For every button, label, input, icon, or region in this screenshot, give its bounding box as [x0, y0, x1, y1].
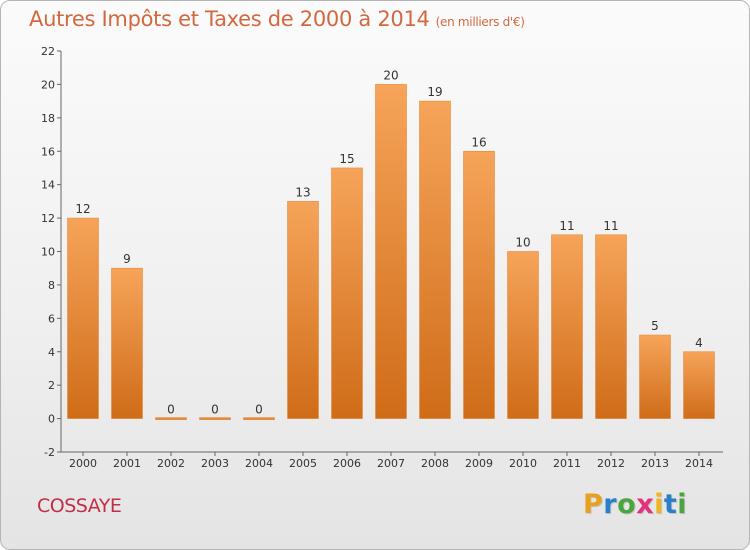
x-tick-label: 2014 — [685, 457, 713, 470]
x-tick-label: 2005 — [289, 457, 317, 470]
x-tick-label: 2011 — [553, 457, 581, 470]
bar-2012: 11 — [595, 219, 627, 419]
y-tick-label: 6 — [48, 312, 55, 325]
bar — [639, 334, 671, 419]
bar — [595, 234, 627, 419]
x-tick-label: 2009 — [465, 457, 493, 470]
bar-2013: 5 — [639, 319, 671, 419]
bar-2005: 13 — [287, 185, 319, 419]
y-tick-label: 18 — [41, 112, 55, 125]
bar-value-label: 12 — [75, 202, 90, 216]
y-tick-label: 22 — [41, 45, 55, 58]
title-text: Autres Impôts et Taxes de 2000 à 2014 — [29, 7, 430, 31]
bar-2008: 19 — [419, 85, 451, 419]
bar-2006: 15 — [331, 152, 363, 419]
bar-value-label: 11 — [603, 219, 618, 233]
bar-value-label: 0 — [167, 403, 175, 417]
bar — [375, 84, 407, 419]
x-tick-label: 2012 — [597, 457, 625, 470]
y-tick-label: 20 — [41, 78, 55, 91]
bar-value-label: 10 — [515, 236, 530, 250]
bar — [111, 267, 143, 419]
bar-value-label: 0 — [255, 403, 263, 417]
x-tick-label: 2007 — [377, 457, 405, 470]
logo-letter: t — [663, 489, 678, 520]
x-tick-label: 2000 — [69, 457, 97, 470]
bar-2007: 20 — [375, 68, 407, 419]
bar-value-label: 11 — [559, 219, 574, 233]
logo-letter: i — [654, 489, 664, 520]
y-tick-label: 12 — [41, 212, 55, 225]
logo-letter: x — [636, 489, 655, 520]
y-tick-label: -2 — [44, 446, 55, 459]
bar-2001: 9 — [111, 252, 143, 419]
x-tick-label: 2010 — [509, 457, 537, 470]
bar — [683, 351, 715, 419]
bar — [155, 417, 187, 420]
x-tick-label: 2003 — [201, 457, 229, 470]
bar-2010: 10 — [507, 236, 539, 419]
bar-value-label: 20 — [383, 68, 398, 82]
bar-2002: 0 — [155, 403, 187, 420]
title-unit: (en milliers d'€) — [435, 15, 525, 29]
bar — [287, 201, 319, 419]
proxiti-logo: Proxiti — [583, 489, 687, 520]
x-tick-label: 2006 — [333, 457, 361, 470]
x-tick-label: 2008 — [421, 457, 449, 470]
x-tick-label: 2013 — [641, 457, 669, 470]
y-tick-label: 14 — [41, 179, 55, 192]
commune-name: COSSAYE — [37, 495, 122, 517]
x-tick-label: 2001 — [113, 457, 141, 470]
bar-value-label: 5 — [651, 319, 659, 333]
bar-value-label: 13 — [295, 185, 310, 199]
bar-value-label: 0 — [211, 403, 219, 417]
bar-value-label: 19 — [427, 85, 442, 99]
bar-2009: 16 — [463, 135, 495, 419]
logo-letter: i — [677, 489, 688, 520]
x-tick-label: 2004 — [245, 457, 273, 470]
bar-2014: 4 — [683, 336, 715, 419]
chart-title: Autres Impôts et Taxes de 2000 à 2014 (en… — [29, 7, 525, 31]
bar-2000: 12 — [67, 202, 99, 419]
bar — [243, 417, 275, 420]
y-tick-label: 8 — [48, 279, 55, 292]
y-tick-label: 4 — [48, 346, 55, 359]
bar — [507, 251, 539, 419]
y-tick-label: 0 — [48, 413, 55, 426]
bar — [199, 417, 231, 420]
bar — [463, 150, 495, 419]
y-tick-label: 10 — [41, 246, 55, 259]
bar-value-label: 4 — [695, 336, 703, 350]
bar-value-label: 15 — [339, 152, 354, 166]
bars: 12 9 0 0 0 13 15 20 19 16 10 11 11 5 4 — [67, 68, 715, 420]
logo-letter: o — [617, 489, 637, 520]
y-tick-label: 16 — [41, 145, 55, 158]
bar-value-label: 16 — [471, 135, 486, 149]
bar-2011: 11 — [551, 219, 583, 419]
bar-2004: 0 — [243, 403, 275, 420]
bar — [67, 217, 99, 419]
logo-letter: P — [583, 489, 604, 520]
y-tick-label: 2 — [48, 379, 55, 392]
bar-value-label: 9 — [123, 252, 131, 266]
bar-2003: 0 — [199, 403, 231, 420]
bar — [419, 100, 451, 419]
bar — [551, 234, 583, 419]
x-tick-label: 2002 — [157, 457, 185, 470]
logo-letter: r — [603, 489, 618, 520]
bar — [331, 167, 363, 419]
